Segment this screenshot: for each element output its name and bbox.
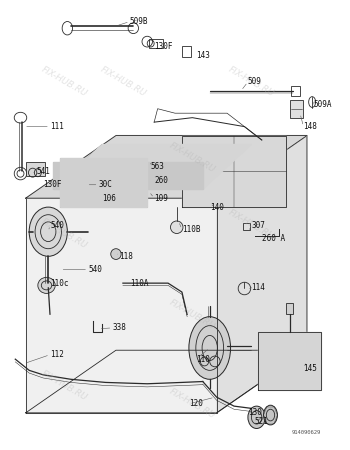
Text: 120: 120 — [189, 400, 203, 409]
Text: 260 A: 260 A — [262, 234, 285, 243]
Text: 541: 541 — [36, 167, 50, 176]
Text: 563: 563 — [151, 162, 164, 171]
Text: 130: 130 — [248, 408, 262, 417]
Text: 111: 111 — [50, 122, 64, 131]
Ellipse shape — [248, 406, 265, 428]
Text: 110A: 110A — [130, 279, 148, 288]
Text: 143: 143 — [196, 50, 210, 59]
Polygon shape — [217, 135, 307, 413]
Text: FIX-HUB.RU: FIX-HUB.RU — [39, 217, 89, 251]
Ellipse shape — [271, 337, 309, 386]
Text: 521: 521 — [255, 417, 269, 426]
Text: 112: 112 — [50, 350, 64, 359]
Text: 130F: 130F — [43, 180, 62, 189]
Text: 130F: 130F — [154, 41, 173, 50]
Polygon shape — [61, 158, 147, 207]
Text: FIX-HUB.RU: FIX-HUB.RU — [168, 297, 217, 331]
Ellipse shape — [140, 157, 154, 173]
Bar — [26, 162, 45, 176]
Ellipse shape — [111, 249, 121, 260]
Text: FIX-HUB.RU: FIX-HUB.RU — [39, 65, 89, 99]
Text: 106: 106 — [102, 194, 116, 202]
Text: 114: 114 — [251, 283, 265, 292]
Polygon shape — [258, 333, 321, 391]
Text: FIX-HUB.RU: FIX-HUB.RU — [98, 65, 147, 99]
Text: 145: 145 — [303, 364, 317, 373]
Text: 540: 540 — [50, 220, 64, 230]
Ellipse shape — [189, 317, 231, 379]
Bar — [149, 39, 163, 48]
Text: 110B: 110B — [182, 225, 201, 234]
Text: FIX-HUB.RU: FIX-HUB.RU — [168, 141, 217, 175]
Ellipse shape — [276, 344, 303, 378]
Bar — [78, 178, 92, 191]
Text: FIX-HUB.RU: FIX-HUB.RU — [227, 208, 276, 242]
Text: 307: 307 — [251, 220, 265, 230]
Ellipse shape — [170, 221, 183, 234]
Bar — [206, 196, 238, 205]
Text: 118: 118 — [119, 252, 133, 261]
Text: 110c: 110c — [50, 279, 69, 288]
Polygon shape — [54, 162, 203, 189]
Text: 140: 140 — [210, 202, 224, 211]
Text: 260: 260 — [154, 176, 168, 185]
Text: 30C: 30C — [99, 180, 112, 189]
Text: 914090629: 914090629 — [292, 430, 321, 435]
Ellipse shape — [38, 277, 55, 293]
Polygon shape — [26, 350, 307, 413]
Bar — [243, 223, 250, 230]
Text: 109: 109 — [154, 194, 168, 202]
Bar — [289, 100, 303, 117]
Text: 110: 110 — [196, 355, 210, 364]
Text: FIX-HUB.RU: FIX-HUB.RU — [39, 369, 89, 403]
Ellipse shape — [264, 405, 278, 425]
Bar — [133, 183, 149, 198]
Bar — [182, 46, 191, 57]
Polygon shape — [182, 135, 286, 207]
Ellipse shape — [284, 353, 296, 369]
Text: 509B: 509B — [130, 17, 148, 26]
Text: 540: 540 — [88, 265, 102, 274]
Bar — [286, 303, 293, 315]
Text: FIX-HUB.RU: FIX-HUB.RU — [168, 387, 217, 421]
Polygon shape — [26, 135, 307, 198]
Text: 509A: 509A — [314, 100, 332, 109]
Text: 509: 509 — [248, 77, 262, 86]
Ellipse shape — [29, 207, 67, 256]
Text: 148: 148 — [303, 122, 317, 131]
Text: 338: 338 — [112, 324, 126, 333]
Polygon shape — [54, 144, 251, 189]
Polygon shape — [26, 198, 217, 413]
Text: FIX-HUB.RU: FIX-HUB.RU — [227, 65, 276, 99]
Bar — [291, 86, 300, 96]
